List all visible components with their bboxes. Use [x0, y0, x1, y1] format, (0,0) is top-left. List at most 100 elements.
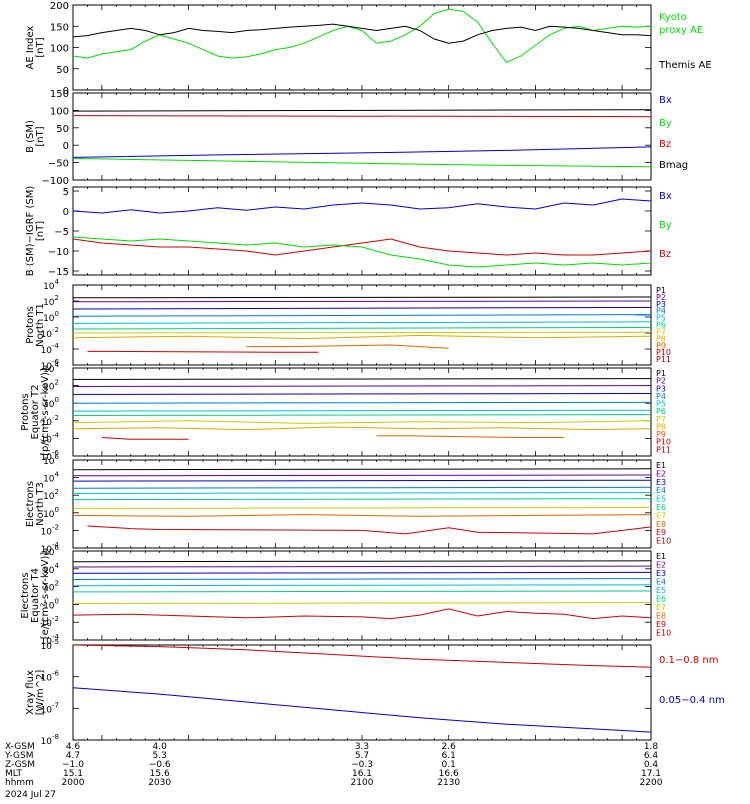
- ephem-value: 0.4: [644, 760, 659, 770]
- series-line: [73, 306, 651, 310]
- legend-entry: P11: [656, 445, 671, 454]
- series-line: [73, 602, 651, 604]
- ephem-value: 2030: [148, 778, 171, 788]
- ephem-value: 3.3: [355, 742, 369, 752]
- legend-entry: P6: [656, 321, 666, 330]
- y-axis-label: [e/(cm²-s-sr-keV)]: [40, 552, 51, 640]
- series-line: [73, 645, 651, 668]
- series-line: [73, 486, 651, 489]
- y-tick-label: 100: [50, 44, 69, 55]
- series-line: [73, 109, 651, 112]
- legend-entry: P4: [656, 392, 666, 401]
- legend-entry: P8: [656, 334, 666, 343]
- legend-entry: proxy AE: [659, 25, 703, 36]
- legend-entry: 0.1−0.8 nm: [659, 655, 718, 666]
- panel-frame: [72, 92, 652, 181]
- legend-entry: E9: [656, 620, 666, 629]
- legend-entry: E4: [656, 486, 666, 495]
- legend-entry: E3: [656, 478, 666, 487]
- legend-entry: E2: [656, 469, 666, 478]
- legend-entry: E8: [656, 520, 666, 529]
- legend-entry: P1: [656, 369, 666, 378]
- legend-entry: E7: [656, 603, 666, 612]
- series-line: [73, 321, 651, 324]
- ephem-value: 4.0: [153, 742, 168, 752]
- panel-frame: [72, 186, 652, 276]
- y-axis-label: [p/(cm²-s-sr-keV)]: [40, 368, 51, 456]
- ephem-row-label: X-GSM: [5, 742, 35, 752]
- y-axis-label: B (SM): [25, 120, 36, 153]
- series-line: [73, 393, 651, 395]
- series-line: [73, 23, 651, 44]
- legend-entry: Bz: [659, 249, 671, 260]
- legend-entry: E2: [656, 561, 666, 570]
- panel-frame: [72, 550, 652, 641]
- series-line: [73, 236, 651, 268]
- legend-entry: P4: [656, 307, 666, 316]
- y-axis-label: [nT]: [35, 126, 46, 146]
- legend-entry: E10: [656, 537, 671, 546]
- y-axis-label: [W/m^2]: [35, 670, 46, 716]
- y-tick-label: −10: [48, 247, 69, 258]
- legend-entry: P5: [656, 400, 666, 409]
- series-line: [73, 198, 651, 214]
- ephem-value: 6.1: [442, 751, 456, 761]
- series-line: [73, 687, 651, 733]
- y-axis-label: Electrons: [20, 572, 31, 618]
- legend-entry: P8: [656, 422, 666, 431]
- legend-entry: P7: [656, 415, 666, 424]
- legend-entry: Bx: [659, 95, 672, 106]
- series-line: [73, 560, 651, 563]
- series-line: [73, 300, 651, 303]
- ephem-value: 16.6: [439, 769, 459, 779]
- y-tick-label: 50: [56, 65, 69, 76]
- legend-entry: E1: [656, 461, 666, 470]
- y-axis-label: AE Index: [25, 25, 36, 69]
- legend-entry: E8: [656, 612, 666, 621]
- ephem-value: 2.6: [442, 742, 457, 752]
- panel-frame: [72, 459, 652, 549]
- series-line: [73, 426, 651, 431]
- legend-entry: P3: [656, 300, 666, 309]
- series-line: [73, 146, 651, 158]
- y-tick-label: −100: [42, 176, 69, 187]
- ephem-value: 17.1: [641, 769, 661, 779]
- date-label: 2024 Jul 27: [5, 790, 56, 800]
- series-line: [73, 608, 651, 620]
- y-tick-label: 100: [50, 106, 69, 117]
- ephem-row-label: hhmm: [5, 778, 34, 788]
- series-line: [101, 437, 189, 440]
- legend-entry: E6: [656, 595, 666, 604]
- series-line: [73, 385, 651, 387]
- series-line: [73, 492, 651, 494]
- legend-entry: By: [659, 118, 672, 129]
- ephem-row-label: MLT: [5, 769, 23, 779]
- y-tick-label: 200: [50, 1, 69, 12]
- legend-entry: E4: [656, 578, 666, 587]
- y-tick-label: 150: [50, 22, 69, 33]
- legend-entry: P9: [656, 430, 666, 439]
- series-line: [73, 479, 651, 482]
- series-line: [73, 378, 651, 380]
- series-line: [87, 350, 319, 353]
- series-line: [73, 571, 651, 574]
- legend-entry: E9: [656, 528, 666, 537]
- y-tick-label: −50: [48, 159, 69, 170]
- legend-entry: Kyoto: [659, 12, 687, 23]
- y-axis-label: [nT]: [35, 37, 46, 57]
- legend-entry: P6: [656, 407, 666, 416]
- y-tick-label: 5: [63, 187, 69, 198]
- series-line: [87, 525, 651, 535]
- y-axis-label: Equator T2: [30, 385, 41, 440]
- series-line: [73, 468, 651, 471]
- ephem-value: −1.0: [62, 760, 84, 770]
- ephem-value: 5.7: [355, 751, 369, 761]
- series-line: [73, 401, 651, 404]
- series-line: [73, 331, 651, 334]
- y-axis-label: [nT]: [35, 221, 46, 241]
- ephem-value: 5.3: [153, 751, 167, 761]
- y-tick-label: 150: [50, 89, 69, 100]
- legend-entry: P9: [656, 341, 666, 350]
